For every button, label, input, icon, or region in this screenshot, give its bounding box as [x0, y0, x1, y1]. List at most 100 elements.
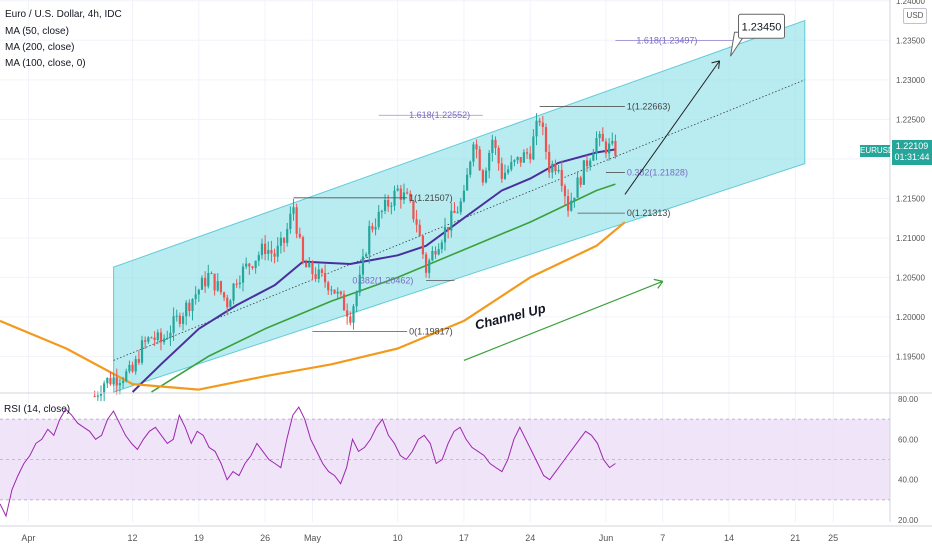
callout-box — [738, 13, 786, 39]
candle-body — [497, 147, 500, 164]
candle-body — [570, 200, 573, 211]
candle-body — [383, 200, 387, 211]
candle-body — [279, 237, 282, 246]
rsi-line — [0, 406, 616, 518]
chart-title[interactable]: Euro / U.S. Dollar, 4h, IDC — [5, 9, 122, 20]
candle-body — [137, 359, 140, 363]
legend-rsi[interactable]: RSI (14, close) — [4, 404, 71, 415]
candle-body — [320, 269, 324, 273]
time-tick: 12 — [128, 533, 138, 543]
legend-ma100[interactable]: MA (100, close, 0) — [5, 58, 86, 69]
time-tick: 14 — [724, 533, 734, 543]
candle-body — [147, 337, 150, 342]
candle-body — [229, 300, 232, 308]
price-tick: 1.24000 — [896, 0, 925, 6]
candle-body — [336, 291, 339, 294]
candle-body — [371, 226, 374, 230]
candle-body — [491, 139, 494, 153]
candle-body — [481, 170, 484, 183]
candle-body — [112, 377, 115, 385]
candle-body — [317, 269, 320, 279]
last-price-tag: 1.22109 01:31:44 — [892, 140, 932, 165]
candle-body — [472, 144, 475, 162]
candle-body — [459, 201, 462, 213]
candle-body — [478, 149, 481, 171]
candle-body — [437, 249, 440, 255]
time-tick: Apr — [21, 533, 35, 543]
candle-body — [519, 157, 522, 163]
candle-body — [566, 196, 570, 211]
candle-body — [368, 226, 371, 255]
candle-body — [194, 294, 197, 300]
rsi-tick: 40.00 — [898, 476, 919, 485]
candle-body — [573, 197, 576, 201]
rsi-tick: 20.00 — [898, 516, 919, 525]
candle-body — [614, 140, 617, 156]
candle-body — [409, 193, 412, 201]
candle-body — [245, 263, 248, 267]
candle-body — [333, 289, 336, 294]
candle-body — [494, 139, 497, 148]
candle-body — [582, 160, 585, 185]
fib-label: 0(1.19817) — [409, 326, 453, 336]
legend-ma50[interactable]: MA (50, close) — [5, 26, 69, 37]
rsi-tick: 60.00 — [898, 435, 919, 444]
candle-body — [349, 316, 352, 323]
fib-label: 1(1.22663) — [627, 101, 671, 111]
candle-body — [216, 281, 219, 291]
candle-body — [510, 161, 513, 170]
candle-body — [346, 310, 349, 317]
candle-body — [305, 262, 308, 268]
candle-body — [241, 266, 245, 283]
ascending-channel — [113, 19, 806, 393]
candle-body — [576, 177, 579, 198]
candle-body — [358, 274, 361, 293]
candle-body — [361, 256, 365, 275]
candle-body — [118, 383, 122, 386]
channel-band — [113, 19, 806, 393]
price-tick: 1.20500 — [896, 273, 925, 282]
candle-body — [103, 383, 106, 394]
candle-body — [604, 141, 608, 154]
fib-label: 1(1.21507) — [409, 193, 453, 203]
time-tick: 17 — [459, 533, 469, 543]
candle-body — [200, 277, 204, 290]
trend-arrow-head — [653, 278, 664, 289]
candle-body — [264, 243, 267, 254]
projection-arrow — [624, 60, 720, 195]
candle-body — [415, 219, 418, 225]
candle-body — [355, 292, 358, 307]
price-tick: 1.23500 — [896, 36, 925, 45]
candle-body — [563, 185, 567, 197]
trend-arrow — [463, 280, 663, 361]
candle-body — [213, 273, 216, 291]
candle-body — [222, 292, 226, 298]
candle-body — [513, 160, 516, 162]
candle-body — [121, 380, 125, 384]
candle-body — [219, 281, 223, 293]
currency-button[interactable]: USD — [903, 8, 927, 24]
candle-body — [443, 227, 447, 243]
fib-label: 0.382(1.20462) — [352, 275, 413, 285]
candle-body — [541, 122, 544, 128]
time-tick: May — [304, 533, 322, 543]
candle-body — [267, 250, 270, 254]
candlesticks — [93, 113, 617, 402]
price-tick: 1.20000 — [896, 313, 925, 322]
time-tick: 19 — [194, 533, 204, 543]
candle-body — [592, 153, 595, 161]
legend-ma200[interactable]: MA (200, close) — [5, 42, 75, 53]
candle-body — [532, 136, 535, 160]
candle-body — [484, 170, 488, 183]
candle-body — [185, 302, 188, 317]
candle-body — [106, 377, 109, 384]
price-tick: 1.22500 — [896, 115, 925, 124]
candle-body — [254, 260, 257, 268]
candle-body — [428, 260, 431, 273]
candle-body — [374, 227, 377, 230]
candle-body — [434, 250, 437, 255]
candle-body — [450, 210, 453, 231]
price-tick: 1.21500 — [896, 194, 925, 203]
